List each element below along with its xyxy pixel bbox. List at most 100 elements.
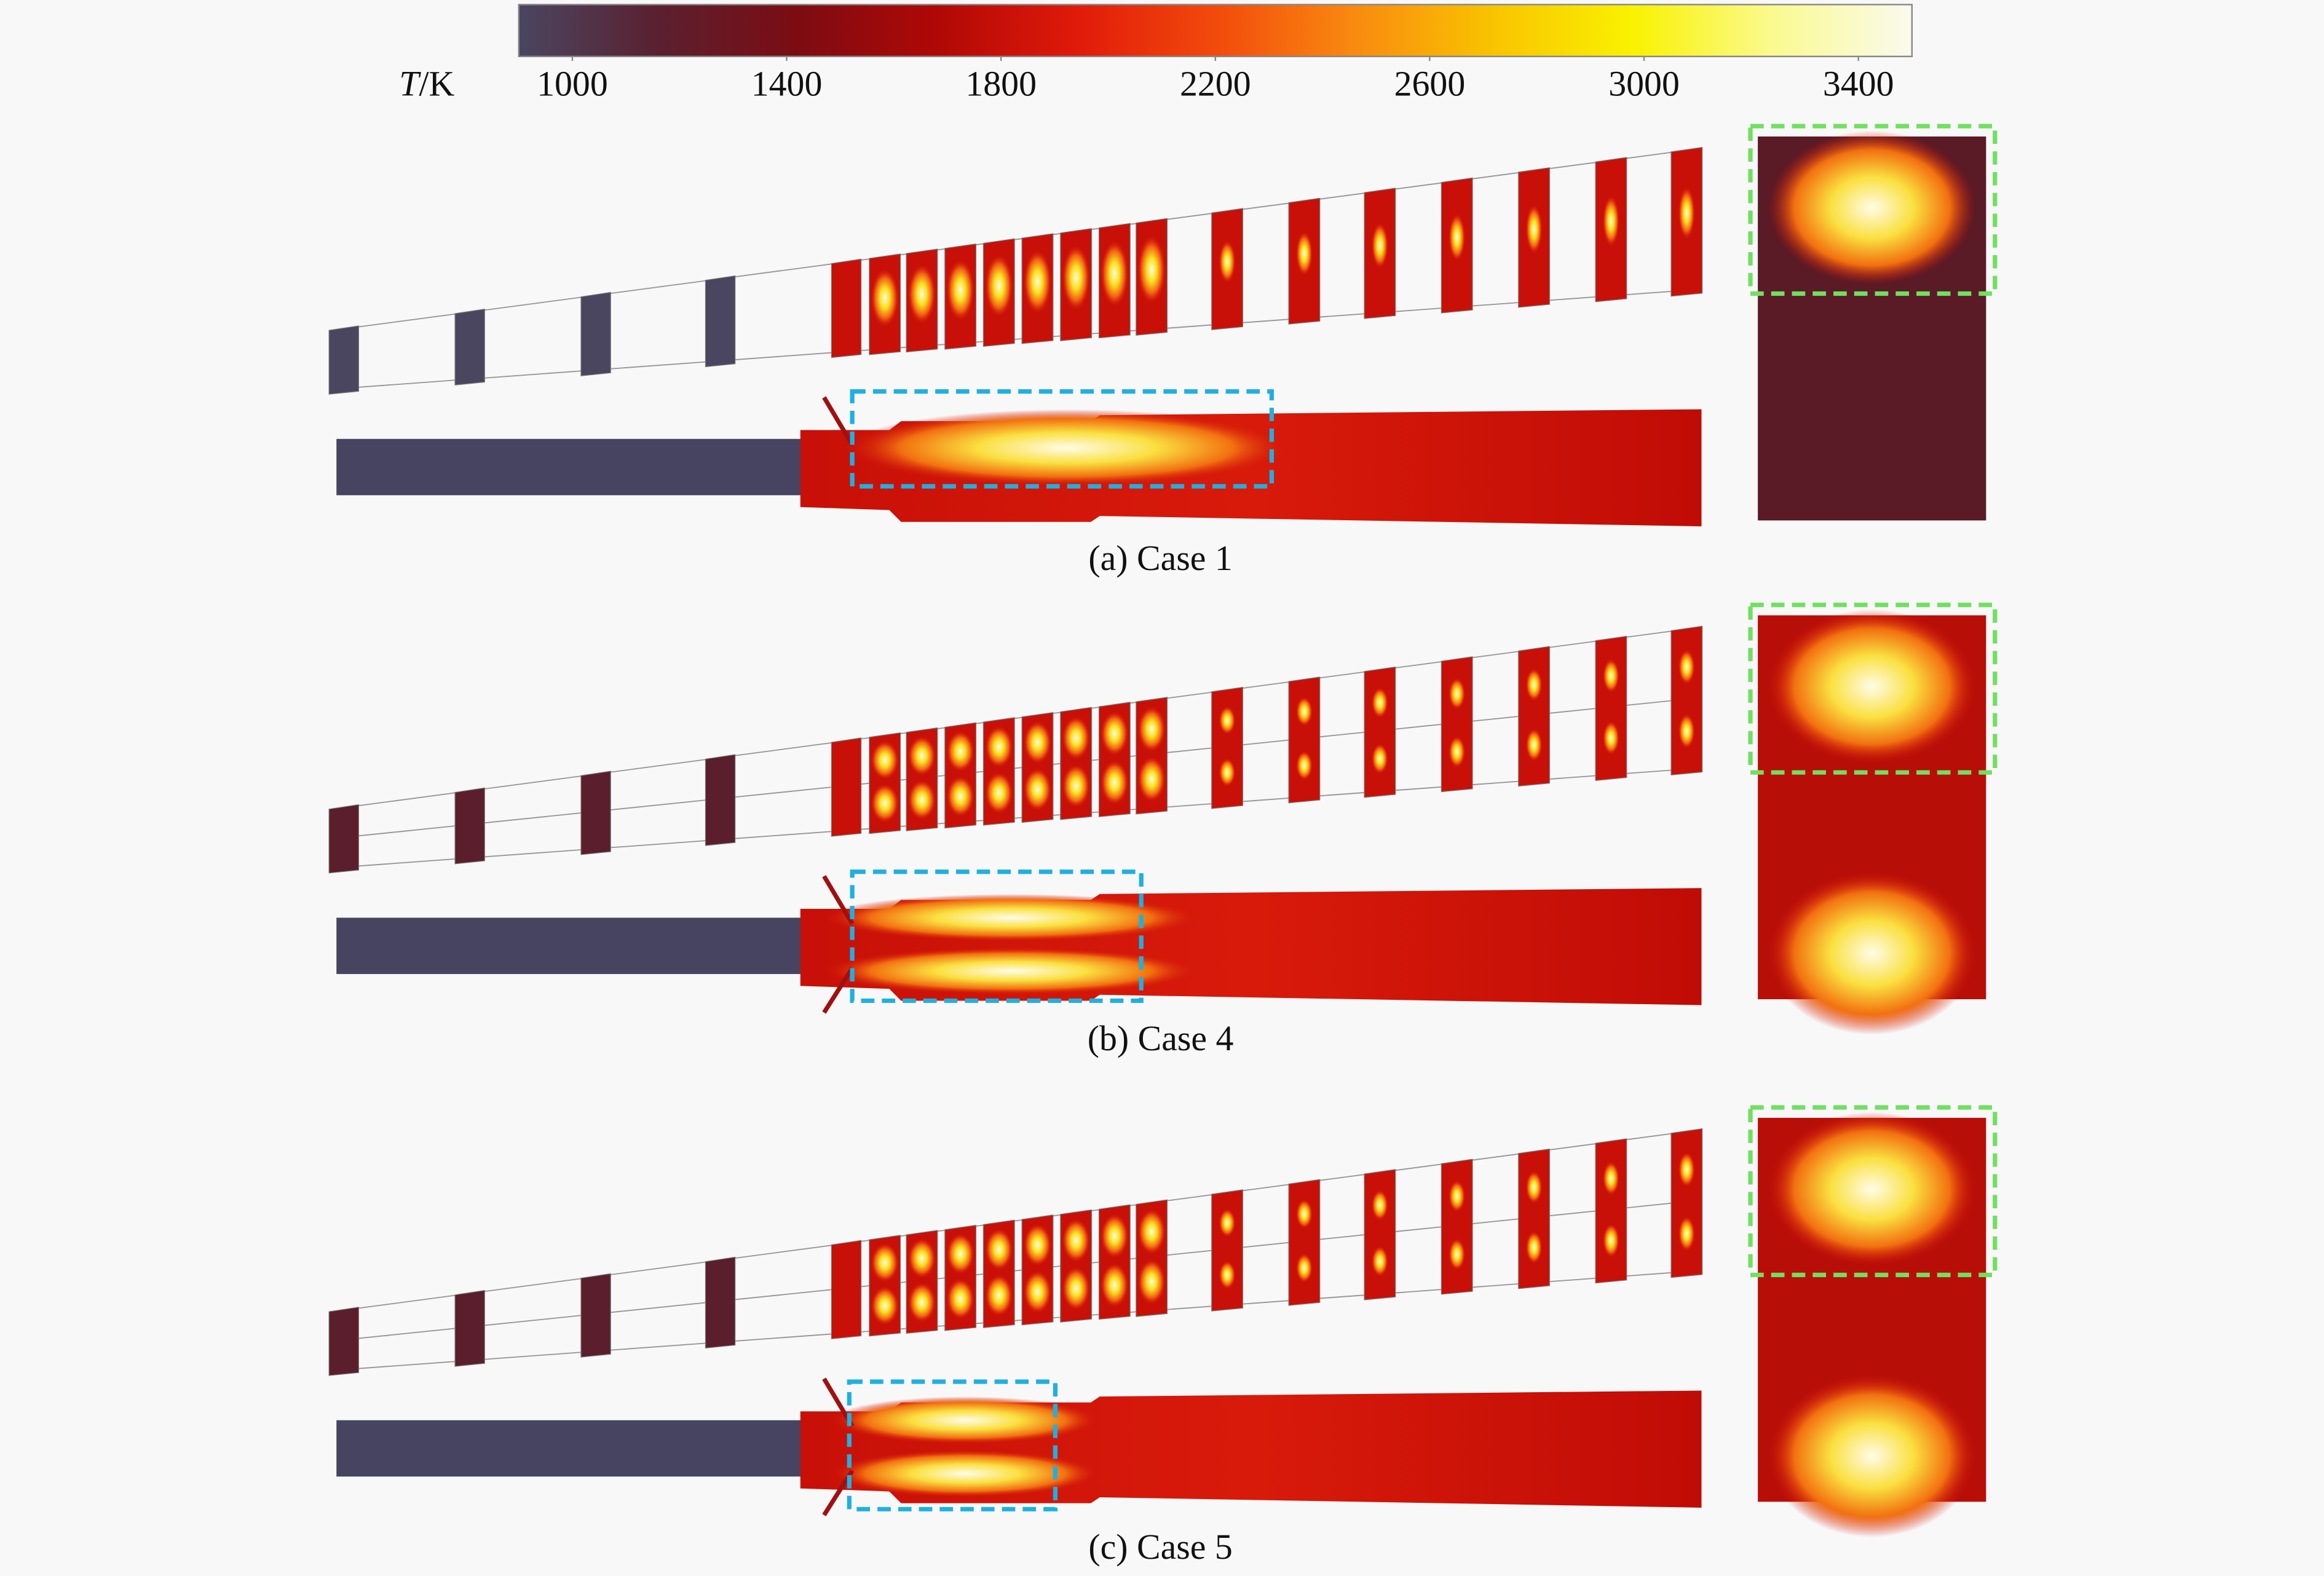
wireframe xyxy=(329,626,1702,869)
hot-spot xyxy=(1062,245,1090,311)
slice xyxy=(580,1273,611,1358)
tick-label: 2200 xyxy=(1180,64,1251,104)
slice xyxy=(1670,1128,1703,1278)
hot-spot xyxy=(1525,204,1543,254)
hot-spot xyxy=(1219,1208,1236,1237)
flame xyxy=(823,893,1200,942)
hot-spot xyxy=(1525,1171,1543,1204)
slice xyxy=(705,754,736,846)
hot-spot xyxy=(1023,1223,1052,1267)
label-unit: /K xyxy=(419,64,454,104)
hot-spot xyxy=(1371,687,1389,718)
hot-spot xyxy=(1101,240,1129,307)
hot-spot xyxy=(1525,1230,1543,1264)
flame xyxy=(831,1449,1100,1498)
hot-spot xyxy=(946,731,974,772)
hot-spot xyxy=(1295,1253,1313,1283)
slice xyxy=(1364,666,1396,798)
hot-spot xyxy=(1137,756,1166,802)
slice xyxy=(831,1240,862,1340)
hot-spot xyxy=(1678,1152,1696,1187)
hot-spot xyxy=(985,772,1013,814)
hot-spot xyxy=(1295,1199,1313,1229)
hot-spot xyxy=(907,264,936,324)
slice xyxy=(1364,1169,1396,1301)
slice xyxy=(454,1289,485,1367)
slice xyxy=(705,1256,736,1348)
injector xyxy=(822,875,855,925)
hot-spot xyxy=(1678,713,1696,749)
slice xyxy=(1518,1148,1551,1289)
tick-label: 3000 xyxy=(1608,64,1680,104)
slice xyxy=(454,787,485,865)
flame xyxy=(831,1396,1100,1444)
hot-spot xyxy=(871,1286,899,1326)
colorbar xyxy=(518,4,1913,58)
slice xyxy=(1288,676,1321,804)
hot-spot xyxy=(1371,1246,1389,1277)
hot-spot xyxy=(1449,213,1466,261)
slice xyxy=(580,291,611,376)
tick-label: 3400 xyxy=(1823,64,1894,104)
hot-spot xyxy=(1295,750,1313,780)
tick-label: 1400 xyxy=(751,64,823,104)
hot-spot xyxy=(1101,1262,1129,1308)
zoom-hot xyxy=(1768,130,1976,285)
hot-spot xyxy=(1023,1270,1052,1313)
slice xyxy=(1441,656,1473,793)
hot-spot xyxy=(1371,743,1389,774)
hot-spot xyxy=(985,1228,1013,1270)
caption: (a) Case 1 xyxy=(1088,538,1232,578)
caption: (c) Case 5 xyxy=(1088,1527,1232,1567)
panel: (a) Case 1 xyxy=(328,124,1998,578)
colorbar-label: T/K xyxy=(399,64,454,104)
hot-spot xyxy=(1219,758,1236,787)
hot-spot xyxy=(1023,721,1052,764)
label-symbol: T xyxy=(399,64,421,104)
hot-spot xyxy=(1602,721,1620,755)
hot-spot xyxy=(1101,760,1129,805)
hot-spot xyxy=(1023,250,1052,314)
zoom-hot xyxy=(1768,1112,1976,1266)
slice xyxy=(1288,1179,1321,1306)
hot-spot xyxy=(1525,728,1543,762)
hot-spot xyxy=(907,1238,936,1278)
injector xyxy=(822,967,855,1014)
slice xyxy=(1670,625,1703,776)
tick-label: 1000 xyxy=(537,64,608,104)
hot-spot xyxy=(907,735,936,776)
hot-spot xyxy=(1101,711,1129,756)
slice xyxy=(831,737,862,837)
hot-spot xyxy=(1295,231,1313,276)
caption: (b) Case 4 xyxy=(1088,1018,1234,1058)
flame xyxy=(845,409,1290,486)
hot-spot xyxy=(1137,706,1166,752)
hot-spot xyxy=(1137,1259,1166,1305)
slice xyxy=(454,308,485,386)
hot-spot xyxy=(1219,240,1236,283)
slice xyxy=(580,770,611,855)
hot-spot xyxy=(946,1278,974,1320)
hot-spot xyxy=(1101,1213,1129,1259)
injector xyxy=(822,396,855,446)
hot-spot xyxy=(1371,222,1389,269)
highlight-box xyxy=(850,389,1275,489)
hot-spot xyxy=(946,1233,974,1275)
hot-spot xyxy=(1449,735,1466,768)
slice xyxy=(705,275,736,368)
slice xyxy=(1211,1189,1243,1312)
hot-spot xyxy=(1449,1238,1466,1270)
highlight-box xyxy=(850,869,1144,1004)
hot-spot xyxy=(1371,1190,1389,1221)
hot-spot xyxy=(871,783,899,823)
zoom-hot xyxy=(1768,871,1976,1035)
hot-spot xyxy=(1602,659,1620,693)
slice xyxy=(1441,1158,1473,1295)
flame xyxy=(823,947,1200,995)
hot-spot xyxy=(871,1243,899,1283)
hot-spot xyxy=(1219,1261,1236,1289)
hot-spot xyxy=(1137,236,1166,304)
hot-spot xyxy=(946,775,974,817)
panel: (c) Case 5 xyxy=(328,1105,1998,1567)
